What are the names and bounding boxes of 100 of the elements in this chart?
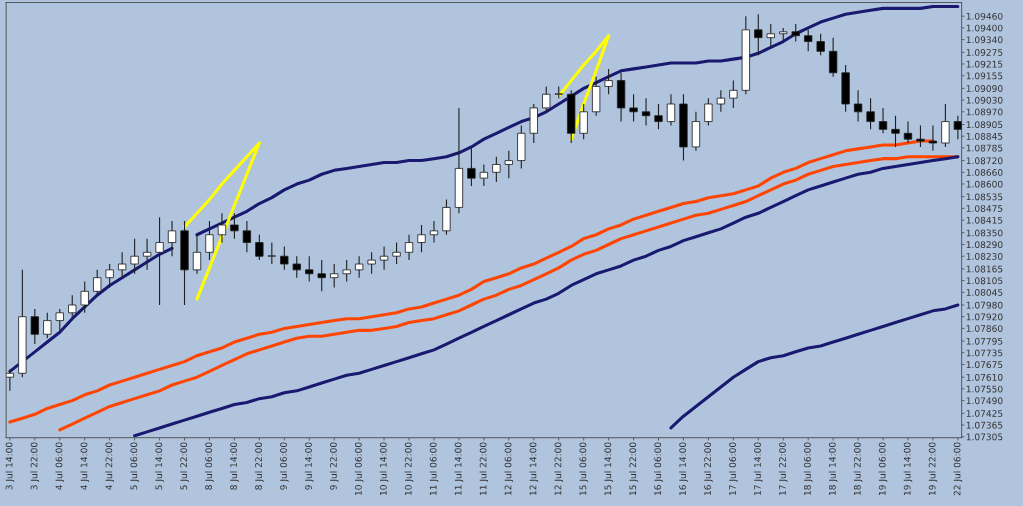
candlestick	[417, 224, 426, 253]
candlestick	[953, 115, 962, 140]
candlestick	[916, 124, 925, 148]
y-tick-label: 1.09400	[966, 24, 1003, 32]
candlestick	[230, 212, 239, 240]
candlestick	[804, 29, 813, 52]
y-tick-label: 1.08105	[966, 277, 1003, 285]
candlestick	[766, 23, 775, 48]
y-tick-label: 1.09340	[966, 36, 1003, 44]
candlestick	[30, 308, 39, 345]
x-tick-label: 8 Jul 14:00	[230, 442, 239, 490]
x-tick-label: 19 Jul 14:00	[903, 442, 913, 495]
candlestick	[704, 97, 713, 127]
candlestick	[878, 107, 888, 134]
y-tick-label: 1.07425	[966, 410, 1003, 417]
candlestick	[255, 234, 264, 261]
x-tick-label: 17 Jul 14:00	[753, 442, 763, 495]
candlestick	[504, 150, 513, 179]
candlestick	[130, 238, 139, 275]
candlestick	[93, 269, 102, 296]
candlestick	[666, 93, 676, 127]
x-tick-label: 9 Jul 22:00	[329, 442, 339, 490]
x-tick-label: 16 Jul 14:00	[679, 442, 688, 495]
candlestick	[816, 33, 825, 56]
candlestick	[903, 121, 913, 144]
y-tick-label: 1.08415	[966, 216, 1003, 224]
x-tick-label: 8 Jul 06:00	[205, 442, 214, 490]
candlestick	[379, 245, 389, 271]
candlestick	[155, 216, 164, 306]
x-tick-label: 17 Jul 22:00	[778, 442, 788, 495]
x-tick-label: 16 Jul 06:00	[654, 442, 663, 495]
y-tick-label: 1.07610	[966, 373, 1003, 381]
candlestick	[354, 255, 364, 279]
candlestick	[579, 103, 588, 140]
x-tick-label: 12 Jul 14:00	[529, 442, 539, 495]
candlestick	[192, 234, 202, 275]
candlestick	[367, 251, 376, 275]
y-tick-label: 1.07305	[966, 433, 1003, 441]
x-tick-label: 18 Jul 22:00	[853, 442, 863, 495]
y-tick-label: 1.08785	[966, 144, 1003, 152]
x-tick-label: 18 Jul 06:00	[803, 442, 813, 495]
candlestick	[6, 368, 15, 392]
candlestick	[217, 212, 227, 244]
y-tick-label: 1.08165	[966, 265, 1003, 273]
x-tick-label: 9 Jul 06:00	[279, 442, 289, 490]
y-tick-label: 1.07980	[966, 301, 1003, 309]
candlestick	[80, 281, 89, 314]
y-tick-label: 1.08535	[966, 193, 1003, 201]
candlestick	[629, 93, 638, 123]
candlestick	[754, 13, 763, 56]
candlestick	[242, 220, 252, 253]
x-tick-label: 12 Jul 06:00	[504, 442, 514, 495]
candlestick	[467, 146, 476, 187]
y-tick-label: 1.08350	[966, 229, 1003, 237]
y-tick-label: 1.09030	[966, 96, 1003, 104]
candlestick	[105, 263, 114, 288]
y-tick-label: 1.09215	[966, 60, 1003, 68]
candlestick	[267, 241, 276, 265]
candlestick	[205, 220, 214, 261]
y-tick-label: 1.08970	[966, 108, 1003, 116]
x-tick-label: 19 Jul 22:00	[928, 442, 938, 495]
candlestick	[941, 103, 950, 148]
y-tick-label: 1.08045	[966, 289, 1003, 296]
x-tick-label: 11 Jul 22:00	[479, 442, 489, 495]
line-series	[669, 303, 960, 430]
x-tick-label: 4 Jul 06:00	[55, 442, 65, 490]
candlestick	[641, 97, 651, 127]
x-tick-label: 3 Jul 22:00	[30, 442, 40, 490]
y-tick-label: 1.07490	[966, 397, 1003, 405]
candlestick	[429, 220, 439, 244]
y-tick-label: 1.09275	[966, 49, 1003, 56]
candlestick	[891, 115, 900, 148]
x-tick-label: 8 Jul 22:00	[254, 442, 264, 490]
x-tick-label: 4 Jul 22:00	[105, 442, 114, 490]
y-tick-label: 1.07860	[966, 325, 1003, 332]
y-tick-label: 1.09460	[966, 12, 1003, 20]
candlestick	[117, 251, 127, 279]
y-tick-label: 1.07920	[966, 313, 1003, 321]
candlestick	[317, 259, 326, 292]
y-tick-label: 1.08475	[966, 205, 1003, 212]
candlestick	[392, 241, 401, 265]
x-tick-label: 10 Jul 14:00	[379, 442, 389, 495]
candlestick	[305, 255, 314, 283]
candlestick	[492, 156, 501, 183]
x-tick-label: 17 Jul 06:00	[728, 442, 738, 495]
candlestick	[604, 68, 613, 95]
candlestick	[729, 80, 738, 109]
candlestick	[342, 259, 351, 283]
y-tick-label: 1.07365	[966, 421, 1003, 429]
x-tick-label: 15 Jul 06:00	[579, 442, 588, 495]
y-tick-label: 1.09090	[966, 85, 1003, 92]
candlestick	[404, 234, 414, 261]
candlestick	[43, 312, 52, 339]
y-tick-label: 1.07735	[966, 349, 1003, 357]
x-tick-label: 11 Jul 14:00	[454, 442, 464, 495]
candlestick	[716, 89, 726, 113]
x-tick-label: 10 Jul 06:00	[354, 442, 364, 495]
candlestick	[167, 220, 177, 257]
y-tick-label: 1.07675	[966, 361, 1003, 369]
x-tick-label: 15 Jul 22:00	[629, 442, 638, 495]
